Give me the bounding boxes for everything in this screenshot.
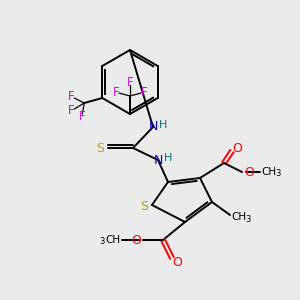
Text: CH: CH — [105, 235, 121, 245]
Text: CH: CH — [231, 212, 247, 222]
Text: H: H — [159, 120, 167, 130]
Text: O: O — [232, 142, 242, 155]
Text: F: F — [68, 104, 75, 118]
Text: H: H — [164, 153, 172, 163]
Text: 3: 3 — [275, 169, 281, 178]
Text: S: S — [140, 200, 148, 214]
Text: F: F — [79, 110, 86, 124]
Text: 3: 3 — [99, 238, 105, 247]
Text: F: F — [127, 76, 133, 88]
Text: 3: 3 — [245, 214, 251, 224]
Text: F: F — [113, 85, 119, 98]
Text: F: F — [141, 85, 147, 98]
Text: O: O — [172, 256, 182, 268]
Text: N: N — [153, 154, 163, 166]
Text: N: N — [148, 121, 158, 134]
Text: CH: CH — [261, 167, 277, 177]
Text: O: O — [244, 166, 254, 178]
Text: F: F — [68, 91, 75, 103]
Text: S: S — [96, 142, 104, 154]
Text: O: O — [131, 233, 141, 247]
